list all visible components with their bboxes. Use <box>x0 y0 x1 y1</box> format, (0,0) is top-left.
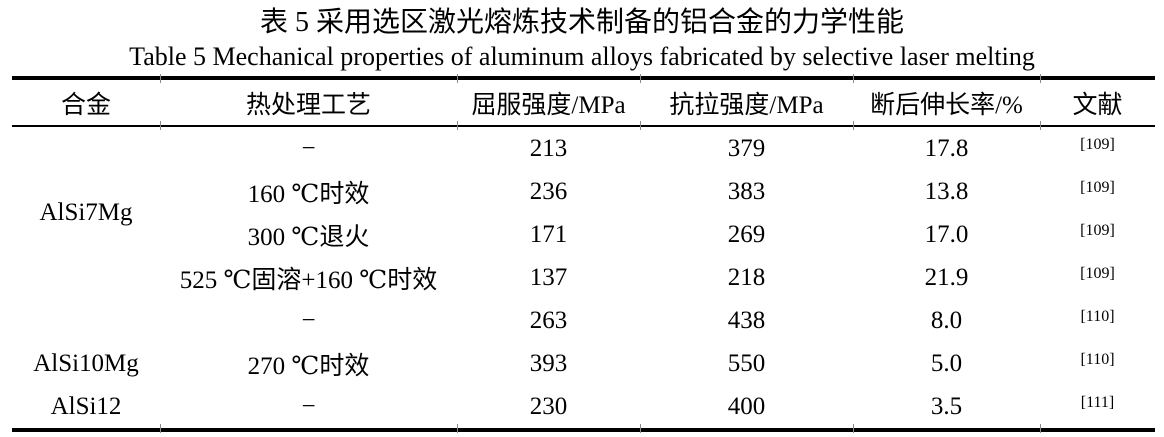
cell-treatment: − <box>301 134 316 162</box>
table-row: AlSi7Mg − 213 379 17.8 [109] <box>12 126 1155 227</box>
column-tick <box>853 121 854 130</box>
cell-treatment: 525 ℃固溶+160 ℃时效 <box>179 266 438 294</box>
cell-yield-strength: 171 <box>529 220 568 248</box>
header-row: 合金 热处理工艺 屈服强度/MPa 抗拉强度/MPa 断后伸长率/% 文献 <box>12 78 1155 127</box>
cell-reference: [109] <box>1040 126 1155 170</box>
cell-tensile-strength: 383 <box>727 177 766 205</box>
column-tick <box>640 74 641 83</box>
cell-alloy <box>12 299 160 342</box>
mechanical-properties-table: 合金 热处理工艺 屈服强度/MPa 抗拉强度/MPa 断后伸长率/% 文献 Al… <box>12 76 1155 432</box>
reference-superscript: [110] <box>1080 350 1115 368</box>
cell-reference: [110] <box>1040 299 1155 342</box>
cell-treatment: 300 ℃退火 <box>247 223 370 251</box>
reference-superscript: [109] <box>1080 135 1115 153</box>
cell-elongation: 17.0 <box>924 220 969 248</box>
column-tick <box>160 74 161 83</box>
cell-reference: [109] <box>1040 256 1155 299</box>
col-header-tensile-strength: 抗拉强度/MPa <box>640 78 853 127</box>
cell-reference: [110] <box>1040 342 1155 385</box>
table-caption-zh: 表 5 采用选区激光熔炼技术制备的铝合金的力学性能 <box>259 7 904 38</box>
column-tick <box>1040 424 1041 433</box>
table-row: AlSi10Mg 270 ℃时效 393 550 5.0 [110] <box>12 342 1155 385</box>
cell-alloy: AlSi7Mg <box>39 199 133 226</box>
cell-reference: [111] <box>1040 385 1155 432</box>
col-header-heat-treatment: 热处理工艺 <box>160 78 457 127</box>
reference-superscript: [109] <box>1080 264 1115 282</box>
cell-yield-strength: 263 <box>529 306 568 334</box>
column-tick <box>853 424 854 433</box>
cell-yield-strength: 393 <box>529 349 568 377</box>
column-tick <box>640 424 641 433</box>
cell-reference: [109] <box>1040 213 1155 256</box>
reference-superscript: [109] <box>1080 178 1115 196</box>
cell-yield-strength: 236 <box>529 177 568 205</box>
column-tick <box>160 424 161 433</box>
table-row: 160 ℃时效 236 383 13.8 [109] <box>12 170 1155 213</box>
table-row: 525 ℃固溶+160 ℃时效 137 218 21.9 [109] <box>12 256 1155 299</box>
cell-treatment: 270 ℃时效 <box>247 352 370 380</box>
cell-reference: [109] <box>1040 170 1155 213</box>
table-row: 300 ℃退火 171 269 17.0 [109] <box>12 213 1155 256</box>
table-row: − 263 438 8.0 [110] <box>12 299 1155 342</box>
cell-elongation: 3.5 <box>853 385 1040 432</box>
cell-elongation: 13.8 <box>924 177 969 205</box>
table-caption-en: Table 5 Mechanical properties of aluminu… <box>129 42 1035 71</box>
table-row: AlSi12 − 230 400 3.5 [111] <box>12 385 1155 432</box>
column-tick <box>853 74 854 83</box>
reference-superscript: [110] <box>1080 307 1115 325</box>
col-header-yield-strength: 屈服强度/MPa <box>457 78 640 127</box>
cell-yield-strength: 137 <box>529 263 568 291</box>
column-tick <box>160 121 161 130</box>
cell-tensile-strength: 379 <box>727 134 766 162</box>
cell-treatment: − <box>160 385 457 432</box>
col-header-alloy: 合金 <box>12 78 160 127</box>
cell-tensile-strength: 218 <box>727 263 766 291</box>
cell-elongation: 5.0 <box>930 349 963 377</box>
col-header-elongation: 断后伸长率/% <box>853 78 1040 127</box>
column-tick <box>640 121 641 130</box>
cell-yield-strength: 230 <box>457 385 640 432</box>
cell-treatment: 160 ℃时效 <box>247 180 370 208</box>
column-tick <box>457 121 458 130</box>
reference-superscript: [111] <box>1080 393 1115 411</box>
column-tick <box>457 424 458 433</box>
col-header-reference: 文献 <box>1040 78 1155 127</box>
cell-alloy: AlSi10Mg <box>33 349 139 377</box>
column-tick <box>1040 74 1041 83</box>
cell-tensile-strength: 438 <box>727 306 766 334</box>
cell-treatment: − <box>301 306 316 334</box>
cell-elongation: 21.9 <box>924 263 969 291</box>
cell-tensile-strength: 269 <box>727 220 766 248</box>
cell-tensile-strength: 550 <box>727 349 766 377</box>
cell-elongation: 8.0 <box>930 306 963 334</box>
cell-alloy: AlSi12 <box>12 385 160 432</box>
column-tick <box>1040 121 1041 130</box>
reference-superscript: [109] <box>1080 221 1115 239</box>
column-tick <box>457 74 458 83</box>
cell-tensile-strength: 400 <box>640 385 853 432</box>
cell-yield-strength: 213 <box>529 134 568 162</box>
cell-elongation: 17.8 <box>924 134 969 162</box>
